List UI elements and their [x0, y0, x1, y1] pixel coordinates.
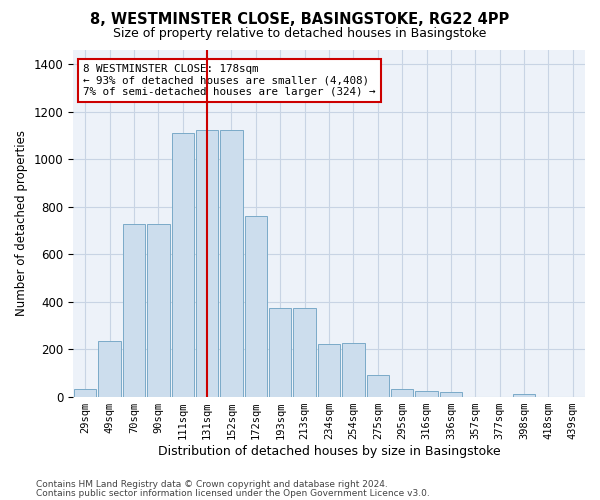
- Bar: [391, 390, 413, 396]
- Text: Contains public sector information licensed under the Open Government Licence v3: Contains public sector information licen…: [36, 490, 430, 498]
- Bar: [513, 394, 535, 396]
- Bar: [196, 130, 218, 396]
- Text: 8, WESTMINSTER CLOSE, BASINGSTOKE, RG22 4PP: 8, WESTMINSTER CLOSE, BASINGSTOKE, RG22 …: [91, 12, 509, 28]
- Bar: [74, 390, 97, 396]
- Bar: [172, 133, 194, 396]
- Bar: [440, 392, 462, 396]
- Y-axis label: Number of detached properties: Number of detached properties: [15, 130, 28, 316]
- Bar: [318, 344, 340, 397]
- Bar: [269, 308, 292, 396]
- Bar: [245, 216, 267, 396]
- Bar: [293, 308, 316, 396]
- X-axis label: Distribution of detached houses by size in Basingstoke: Distribution of detached houses by size …: [158, 444, 500, 458]
- Text: Contains HM Land Registry data © Crown copyright and database right 2024.: Contains HM Land Registry data © Crown c…: [36, 480, 388, 489]
- Bar: [415, 390, 438, 396]
- Bar: [123, 224, 145, 396]
- Bar: [342, 343, 365, 396]
- Bar: [98, 341, 121, 396]
- Text: Size of property relative to detached houses in Basingstoke: Size of property relative to detached ho…: [113, 28, 487, 40]
- Text: 8 WESTMINSTER CLOSE: 178sqm
← 93% of detached houses are smaller (4,408)
7% of s: 8 WESTMINSTER CLOSE: 178sqm ← 93% of det…: [83, 64, 376, 97]
- Bar: [220, 130, 243, 396]
- Bar: [367, 375, 389, 396]
- Bar: [147, 224, 170, 396]
